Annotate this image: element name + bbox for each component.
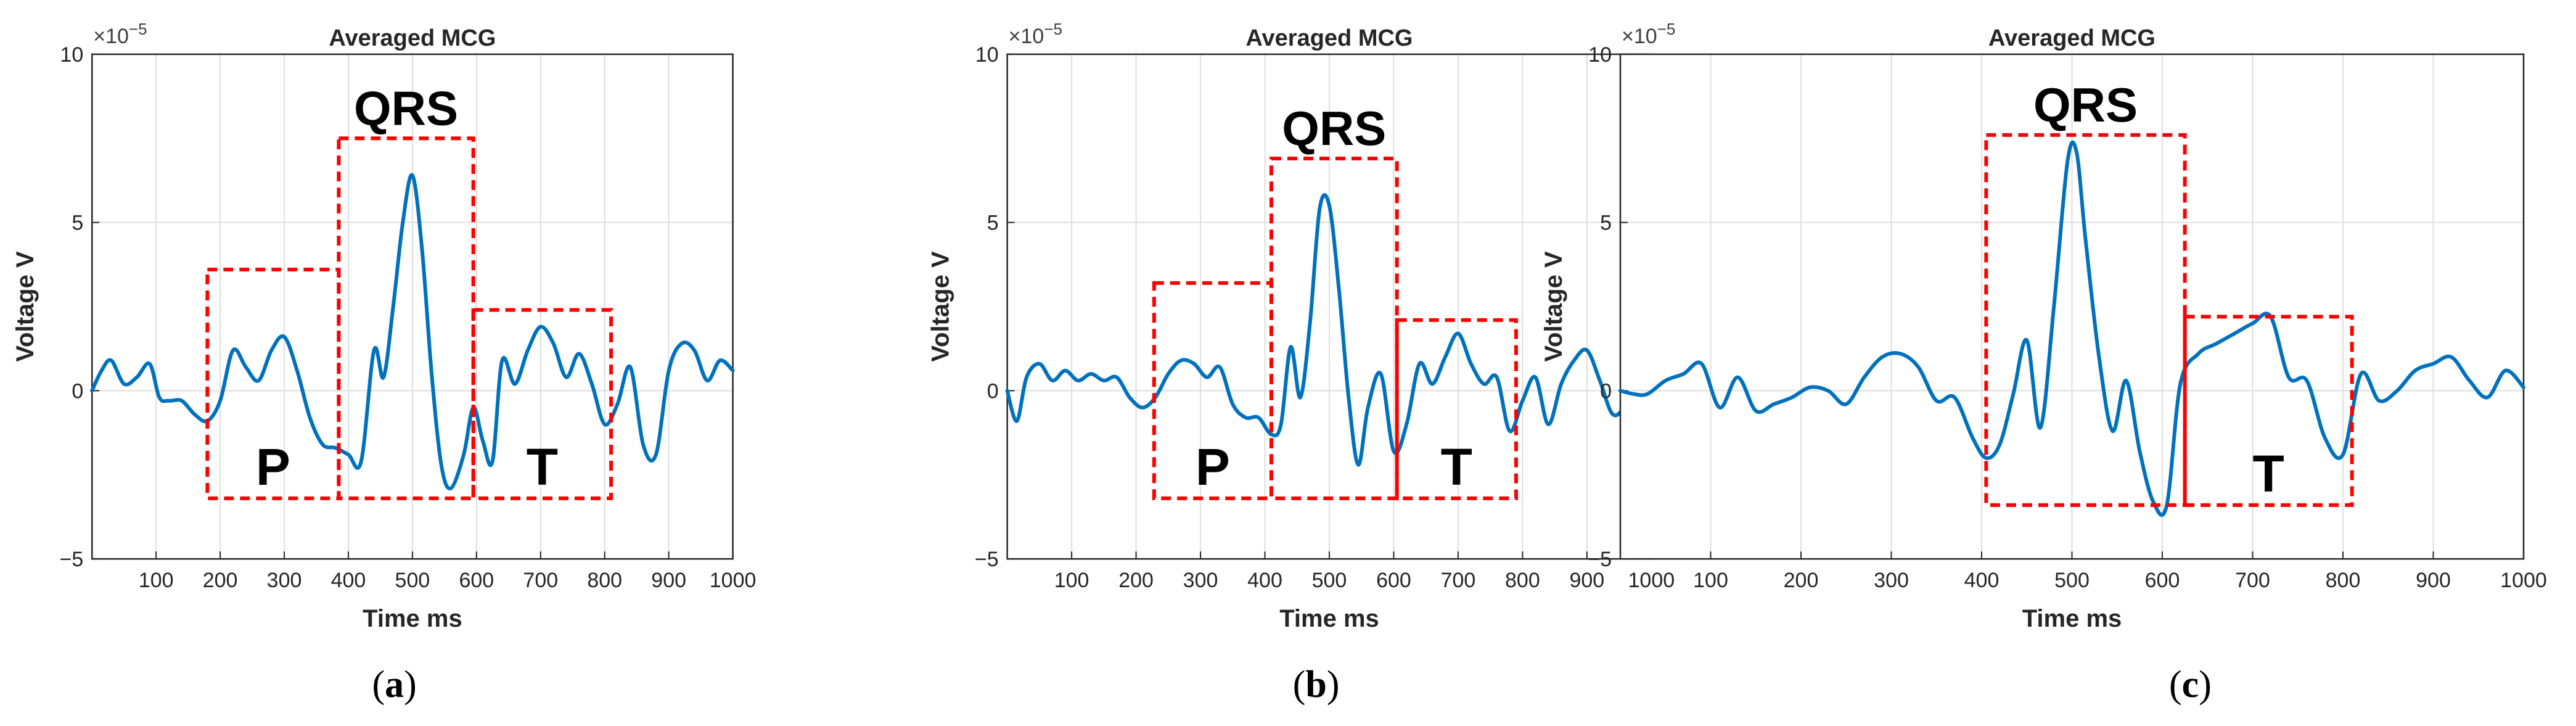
panel-caption: (a) [372, 664, 416, 706]
x-tick-label: 500 [1312, 569, 1347, 592]
x-tick-label: 800 [2326, 569, 2361, 592]
y-tick-label: −5 [975, 548, 999, 571]
x-tick-label: 200 [1784, 569, 1819, 592]
x-tick-label: 500 [2054, 569, 2090, 592]
y-tick-label: 5 [72, 212, 83, 235]
x-tick-label: 700 [523, 569, 558, 592]
y-tick-label: 10 [60, 43, 83, 67]
region-label-t: T [527, 438, 558, 496]
region-label-qrs: QRS [354, 81, 458, 135]
region-box-qrs [337, 136, 475, 500]
y-tick-label: 0 [1600, 379, 1612, 403]
chart-panel-a: 100 200 300 400 500 600 700 800 900 1000 −5 0 5 10 ×10… [12, 20, 756, 706]
axes-frame [91, 53, 734, 560]
x-tick-label: 100 [1054, 569, 1089, 592]
y-axis-label: Voltage V [927, 251, 954, 362]
x-tick-label: 600 [1376, 569, 1411, 592]
x-axis-label: Time ms [2022, 605, 2122, 632]
x-tick-label: 600 [459, 569, 494, 592]
y-tick-label: 10 [1588, 43, 1612, 67]
y-tick-label: −5 [1588, 548, 1612, 571]
axes-frame [1619, 53, 2525, 560]
chart-panel-b: 100 200 300 400 500 600 700 800 900 1000−50510×10… [927, 20, 1675, 706]
y-multiplier-label: ×10−5 [1009, 20, 1062, 48]
x-tick-label: 400 [331, 569, 366, 592]
x-tick-label: 600 [2145, 569, 2180, 592]
x-axis-label: Time ms [363, 605, 462, 632]
x-axis-label: Time ms [1279, 605, 1379, 632]
x-tick-label: 500 [395, 569, 430, 592]
panel-caption-letter: b [1305, 664, 1326, 706]
chart-title: Averaged MCG [1988, 25, 2156, 51]
x-tick-label: 100 [1693, 569, 1728, 592]
x-tick-label: 700 [2235, 569, 2270, 592]
chart-title: Averaged MCG [1245, 25, 1413, 51]
region-label-t: T [1441, 438, 1472, 496]
y-tick-label: 5 [987, 212, 999, 235]
chart-panel-c: 100 200 300 400 500 600 700 800 900 1000 −5 0 5 10 ×10… [1540, 20, 2547, 706]
mcg-signal-line [1618, 140, 2525, 517]
x-tick-label: 1000 [2500, 569, 2547, 592]
x-tick-label: 300 [1183, 569, 1218, 592]
chart-title: Averaged MCG [329, 25, 496, 51]
mcg-signal-line [1005, 193, 1654, 467]
region-label-qrs: QRS [1282, 101, 1386, 155]
panel-caption: (c) [2169, 664, 2212, 706]
y-axis-label: Voltage V [12, 251, 39, 362]
region-box-t [2183, 315, 2354, 507]
y-tick-label: −5 [59, 548, 83, 571]
region-label-p: P [256, 438, 290, 496]
y-multiplier-label: ×10−5 [93, 20, 147, 48]
y-tick-label: 0 [987, 379, 999, 403]
region-label-qrs: QRS [2033, 78, 2138, 132]
y-tick-label: 0 [72, 379, 83, 403]
x-tick-label: 300 [1874, 569, 1909, 592]
region-box-qrs [1984, 133, 2187, 507]
x-tick-label: 1000 [1628, 569, 1675, 592]
x-tick-label: 400 [1964, 569, 2000, 592]
panel-caption-letter: c [2182, 664, 2199, 706]
panel-caption-letter: a [385, 664, 404, 706]
panel-caption: (b) [1293, 664, 1340, 706]
y-axis-label: Voltage V [1540, 251, 1567, 362]
region-label-p: P [1196, 438, 1230, 496]
x-tick-label: 900 [2416, 569, 2451, 592]
x-tick-label: 900 [651, 569, 686, 592]
x-tick-label: 200 [203, 569, 238, 592]
x-tick-label: 400 [1247, 569, 1282, 592]
region-box-t [471, 308, 613, 500]
x-tick-label: 1000 [710, 569, 757, 592]
region-label-t: T [2252, 445, 2284, 503]
y-tick-label: 10 [975, 43, 999, 67]
x-tick-label: 300 [267, 569, 302, 592]
x-tick-label: 800 [587, 569, 622, 592]
x-tick-label: 900 [1569, 569, 1604, 592]
x-tick-label: 100 [139, 569, 174, 592]
x-tick-label: 200 [1118, 569, 1154, 592]
y-tick-label: 5 [1600, 212, 1612, 235]
x-tick-label: 800 [1505, 569, 1540, 592]
x-tick-label: 700 [1441, 569, 1476, 592]
region-box-t [1395, 318, 1518, 500]
y-multiplier-label: ×10−5 [1622, 20, 1675, 48]
